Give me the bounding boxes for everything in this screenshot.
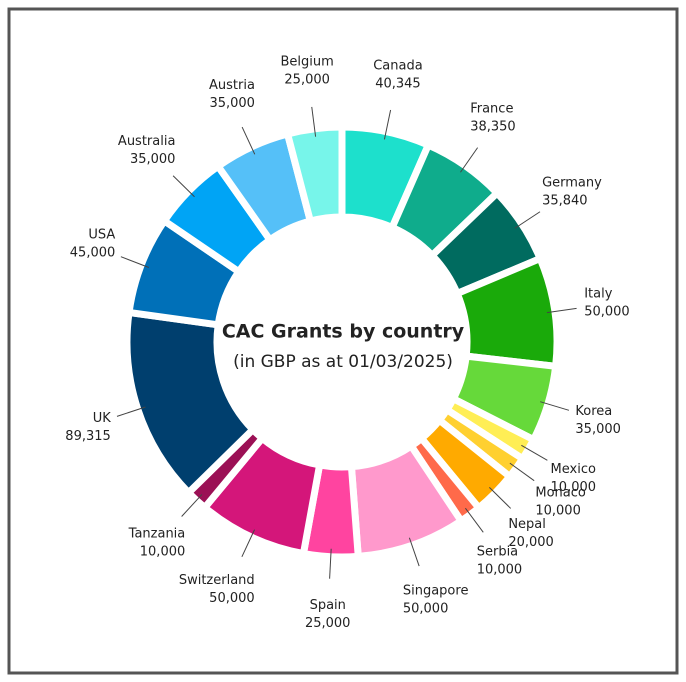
slice-value: 45,000 — [70, 245, 116, 260]
slice-label: Serbia — [477, 545, 518, 560]
chart-subtitle: (in GBP as at 01/03/2025) — [233, 352, 453, 372]
slice-value: 35,000 — [575, 422, 621, 437]
leader-line — [120, 256, 150, 268]
slice-value: 10,000 — [551, 480, 597, 495]
slice-value: 50,000 — [584, 305, 630, 320]
leader-line — [383, 109, 392, 140]
leader-line — [521, 444, 548, 461]
leader-line — [181, 494, 203, 517]
leader-line — [172, 175, 195, 198]
slice-value: 89,315 — [65, 429, 111, 444]
slice-label: Tanzania — [128, 527, 186, 542]
slice-label: Austria — [209, 78, 255, 93]
slice-label: Germany — [542, 175, 602, 190]
leader-line — [241, 529, 256, 558]
slice-label: France — [470, 102, 513, 117]
slice-label: Monaco — [535, 485, 586, 500]
slice-value: 38,350 — [470, 120, 515, 135]
slice-label: Nepal — [508, 517, 546, 532]
slice-value: 20,000 — [508, 535, 554, 550]
slice-label: Spain — [310, 598, 346, 613]
leader-line — [329, 548, 332, 579]
slice-label: Mexico — [551, 462, 596, 477]
slice-value: 35,840 — [542, 193, 588, 208]
leader-line — [116, 406, 146, 417]
leader-line — [408, 537, 420, 567]
leader-line — [540, 401, 570, 411]
slice-label: Belgium — [281, 55, 334, 70]
leader-line — [509, 462, 535, 482]
slice-label: Singapore — [403, 584, 469, 599]
slice-label: Italy — [584, 287, 613, 302]
slice-label: Korea — [575, 404, 612, 419]
frame — [7, 7, 679, 675]
leader-line — [514, 211, 541, 229]
leader-line — [311, 106, 317, 137]
chart-title: CAC Grants by country — [222, 321, 465, 343]
slice-label: Australia — [118, 134, 176, 149]
slice-label: Canada — [373, 58, 422, 73]
leader-line — [546, 307, 577, 314]
slice-value: 25,000 — [305, 616, 351, 631]
slice-value: 40,345 — [375, 76, 421, 91]
slice-value: 25,000 — [284, 73, 330, 88]
slice-label: UK — [93, 411, 112, 426]
slice-value: 50,000 — [403, 602, 449, 617]
slice-value: 10,000 — [535, 503, 581, 518]
leader-line — [460, 147, 479, 173]
slice-value: 35,000 — [130, 152, 176, 167]
slice-value: 10,000 — [477, 563, 523, 578]
leader-line — [464, 507, 484, 533]
slice-value: 10,000 — [140, 545, 186, 560]
slice-value: 35,000 — [209, 96, 255, 111]
leader-line — [241, 126, 256, 155]
leader-line — [489, 487, 512, 509]
slice-value: 50,000 — [209, 591, 255, 606]
donut-slice — [283, 123, 346, 226]
slice-label: USA — [88, 227, 115, 242]
slice-label: Switzerland — [179, 573, 255, 588]
